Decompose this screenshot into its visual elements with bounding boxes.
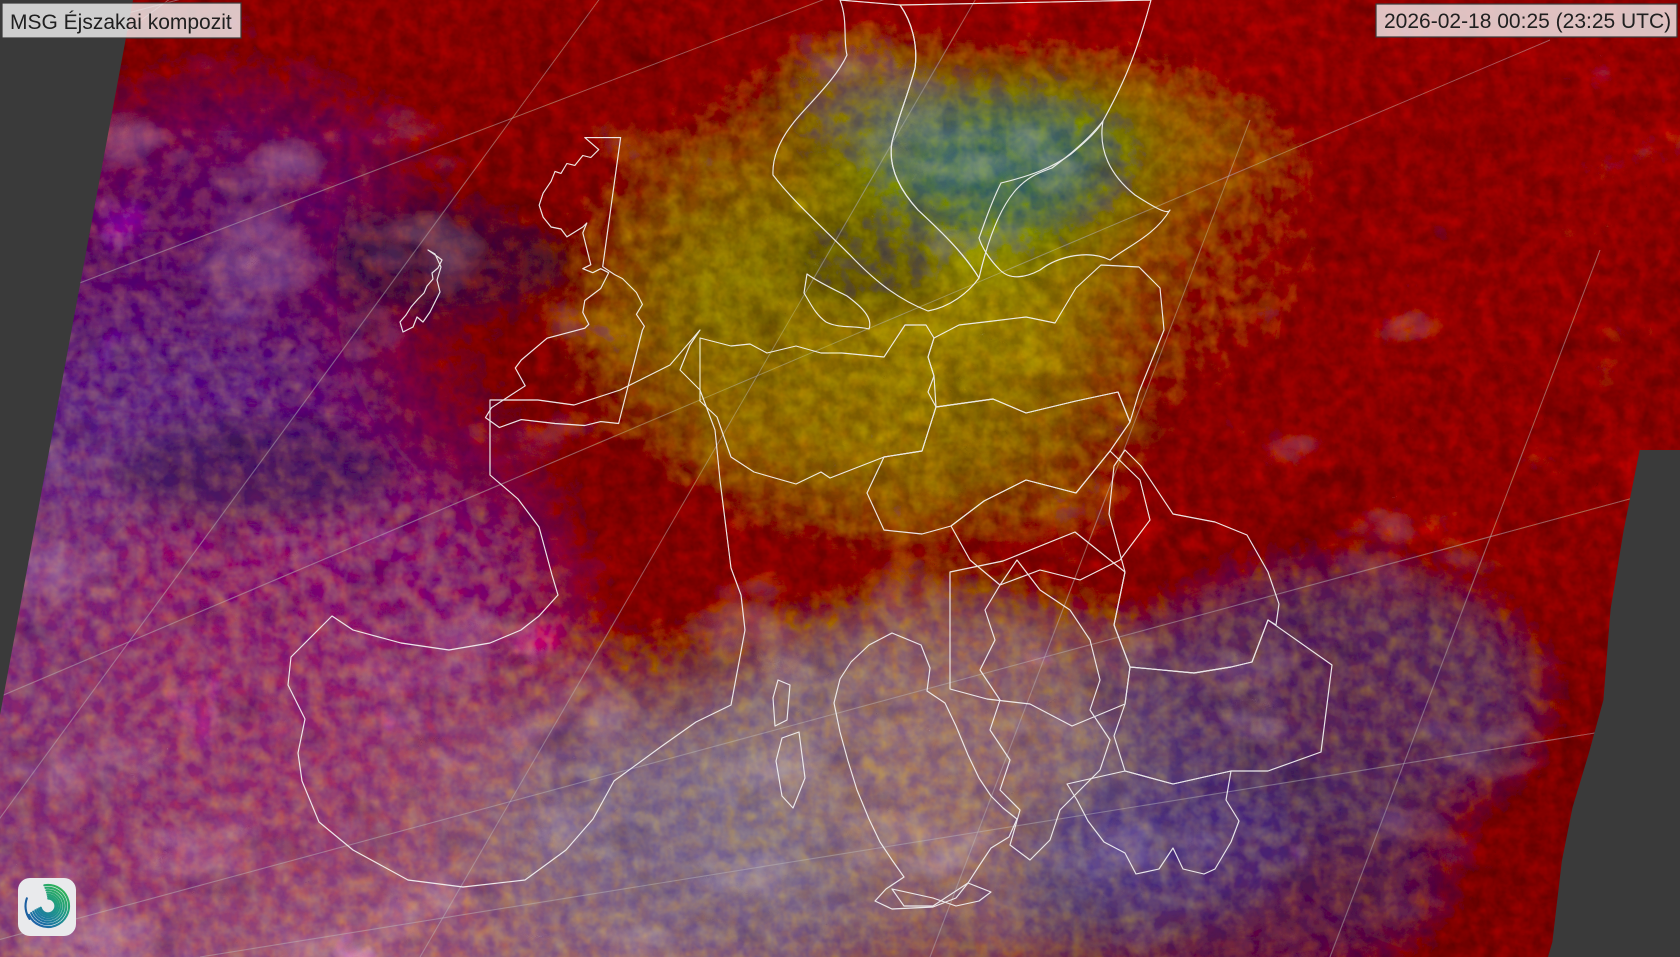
svg-text:MSG Éjszakai kompozit: MSG Éjszakai kompozit [10, 11, 232, 34]
svg-text:2026-02-18 00:25 (23:25 UTC): 2026-02-18 00:25 (23:25 UTC) [1384, 10, 1671, 33]
